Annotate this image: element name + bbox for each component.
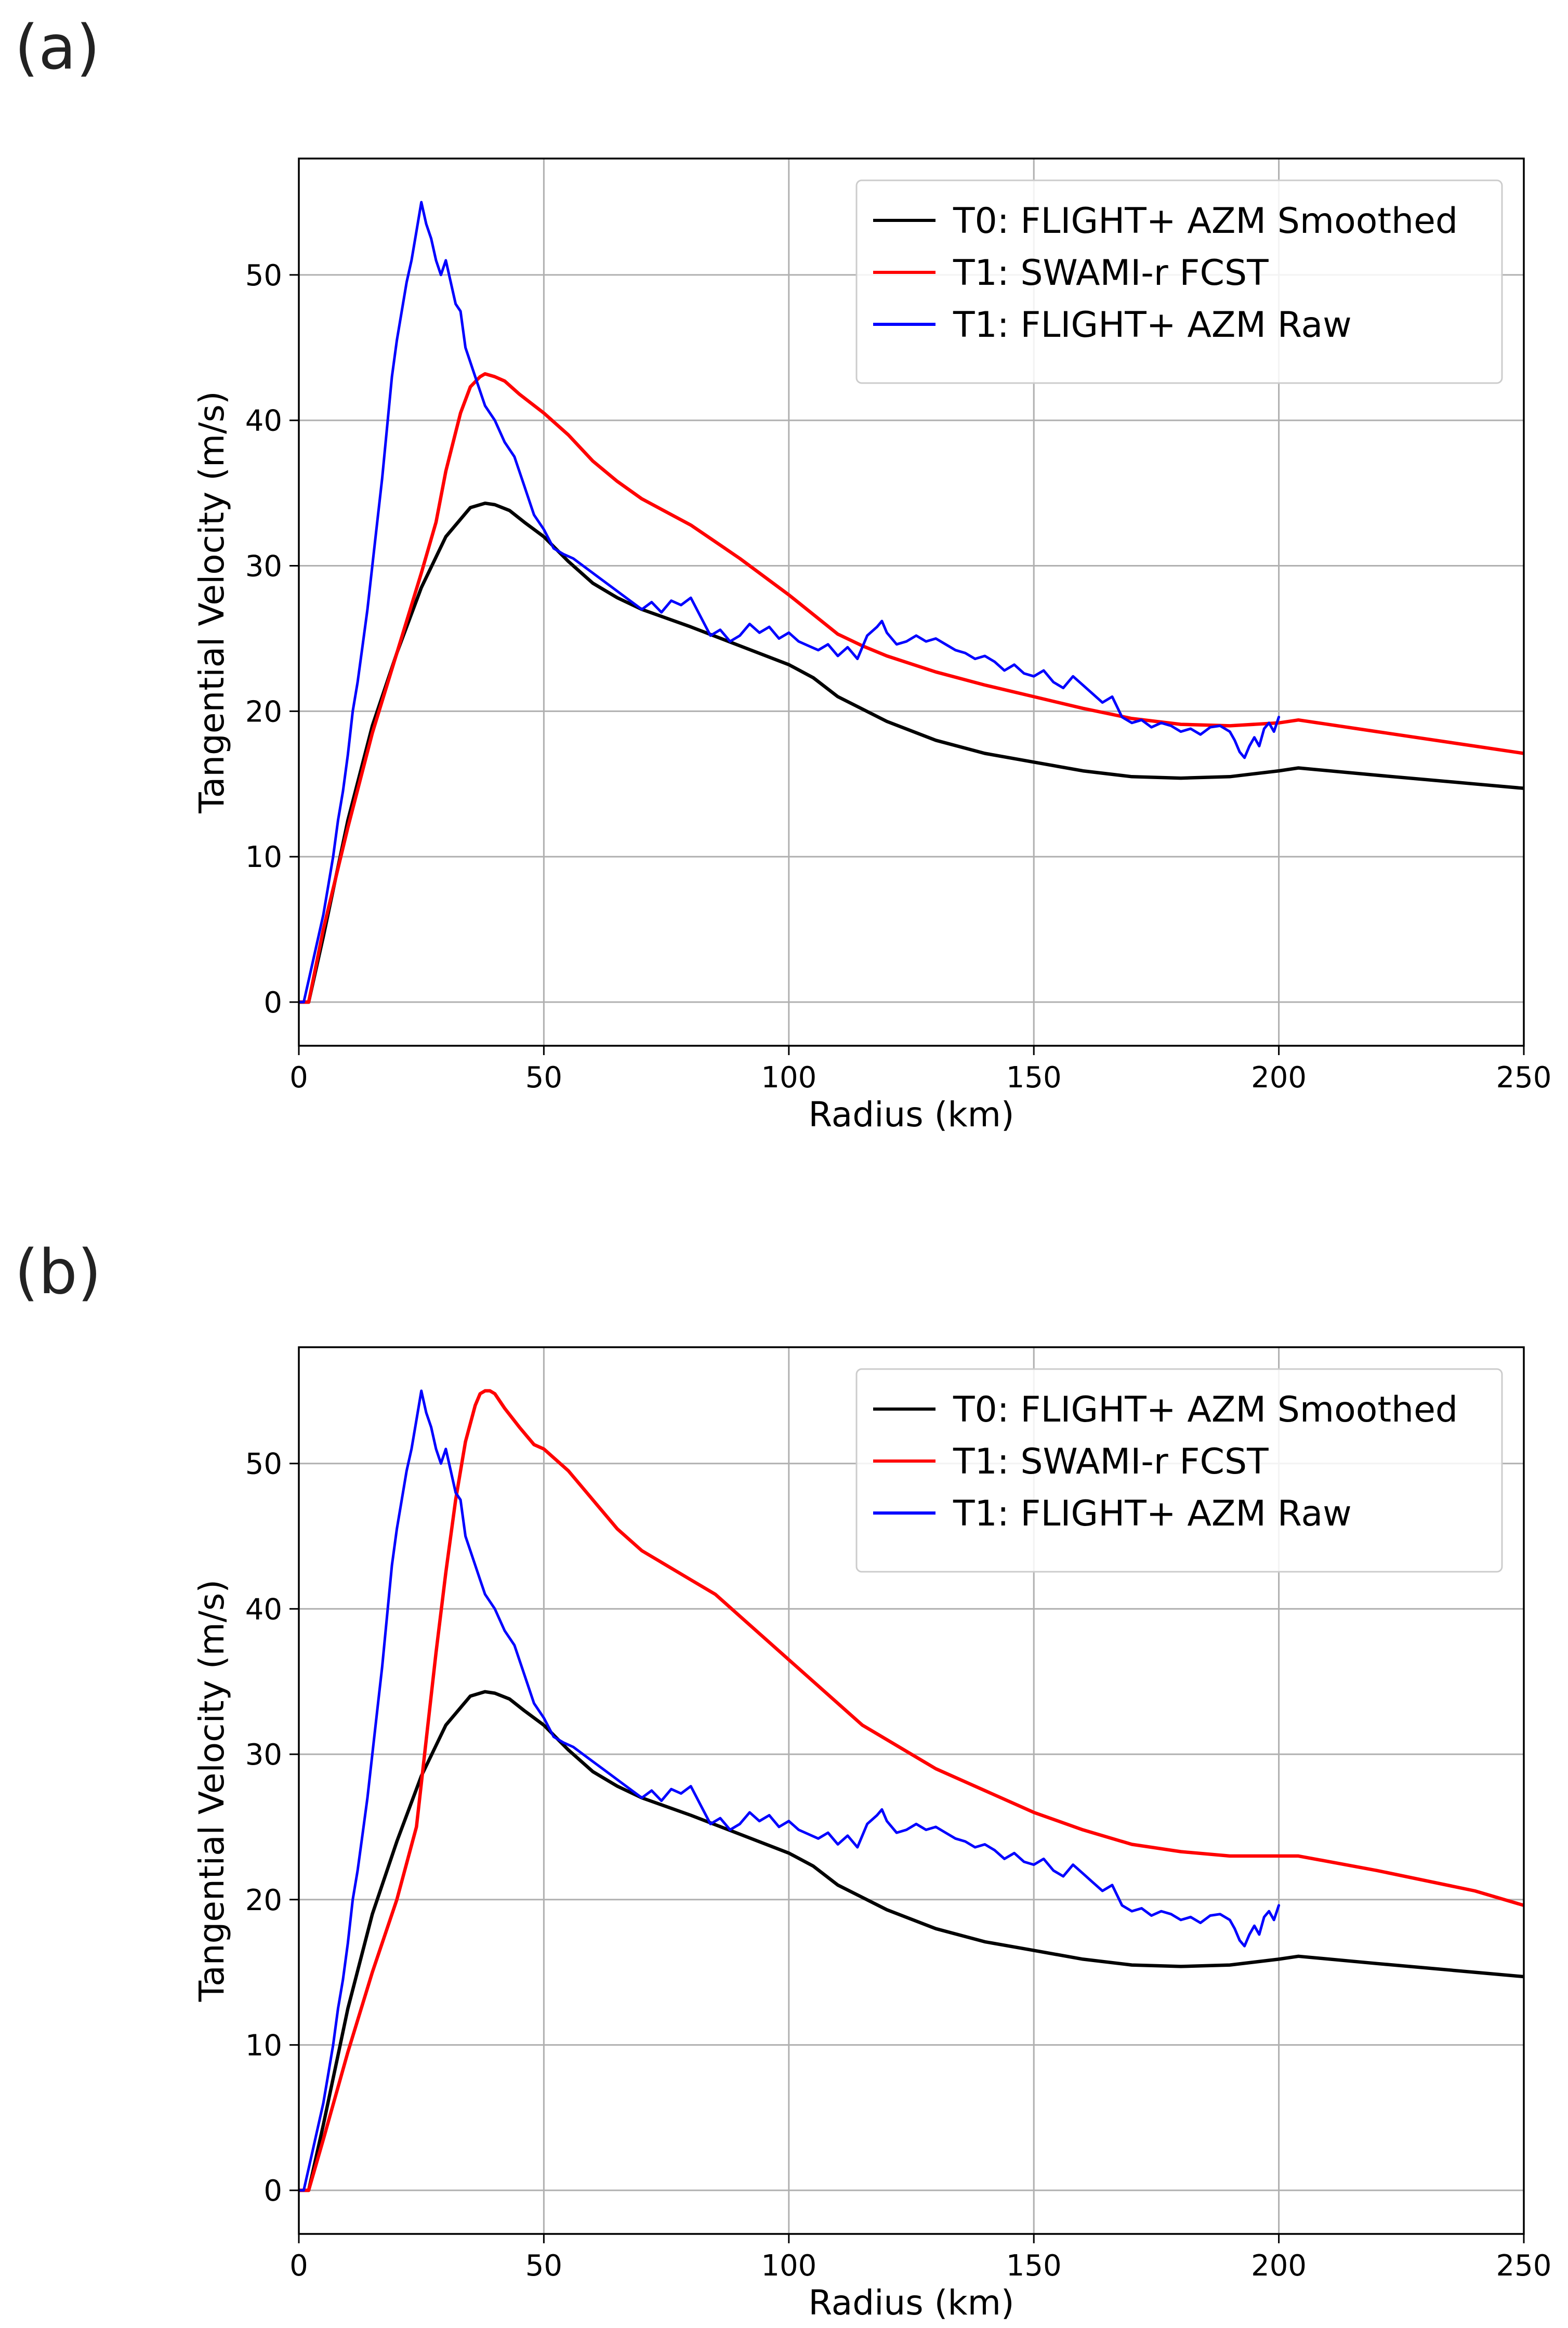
- chart-b-x-tick-label: 150: [1006, 2249, 1062, 2283]
- chart-b-y-tick-label: 0: [263, 2174, 282, 2208]
- chart-a-legend-label-raw: T1: FLIGHT+ AZM Raw: [953, 305, 1352, 346]
- chart-a-legend-box: [855, 179, 1503, 384]
- chart-b-x-axis-title: Radius (km): [808, 2283, 1014, 2323]
- chart-a-y-tick-label: 30: [245, 550, 282, 584]
- chart-a-y-tick-label: 20: [245, 695, 282, 729]
- chart-b-x-tick-label: 50: [525, 2249, 562, 2283]
- chart-a-y-tick-label: 10: [245, 840, 282, 874]
- chart-a-series-swami-fcst-line: [299, 372, 1524, 1004]
- chart-b-y-tick-label: 40: [245, 1593, 282, 1626]
- chart-a-x-tick-label: 200: [1251, 1061, 1307, 1095]
- chart-a-legend-label-swami-fcst: T1: SWAMI-r FCST: [953, 253, 1269, 294]
- chart-b-legend: T0: FLIGHT+ AZM Smoothed T1: SWAMI-r FCST…: [855, 1368, 1503, 1573]
- chart-a-legend: T0: FLIGHT+ AZM Smoothed T1: SWAMI-r FCST…: [855, 179, 1503, 384]
- chart-a-y-tick-label: 0: [263, 986, 282, 1020]
- chart-b-x-tick-label: 250: [1496, 2249, 1552, 2283]
- chart-a-y-tick-label: 40: [245, 404, 282, 438]
- chart-a-x-tick-label: 250: [1496, 1061, 1552, 1095]
- panel-a: (a) 0 50 100 150 200 250 0 10 20 30 40 50 Radius (km…: [15, 11, 1551, 1135]
- chart-a-y-axis-title: Tangential Velocity (m/s): [192, 391, 232, 813]
- chart-b-y-tick-label: 20: [245, 1884, 282, 1917]
- chart-b-series-raw-line: [299, 1389, 1281, 2192]
- chart-b-legend-label-swami-fcst: T1: SWAMI-r FCST: [953, 1441, 1269, 1482]
- chart-a-x-tick-label: 150: [1006, 1061, 1062, 1095]
- chart-b-legend-label-smoothed: T0: FLIGHT+ AZM Smoothed: [953, 1389, 1458, 1430]
- chart-b-x-tick-label: 200: [1251, 2249, 1307, 2283]
- chart-a-plot-frame: [298, 157, 1525, 1047]
- chart-b-y-tick-label: 30: [245, 1738, 282, 1772]
- chart-b-x-tick-label: 0: [289, 2249, 308, 2283]
- chart-a-x-tick-label: 50: [525, 1061, 562, 1095]
- chart-b-y-tick-label: 50: [245, 1448, 282, 1481]
- chart-b-y-axis-title: Tangential Velocity (m/s): [192, 1580, 232, 2002]
- panel-a-label: (a): [15, 11, 100, 83]
- chart-b-legend-label-raw: T1: FLIGHT+ AZM Raw: [953, 1493, 1352, 1534]
- chart-b-legend-box: [855, 1368, 1503, 1573]
- panel-b-label: (b): [15, 1236, 101, 1308]
- chart-a-series-smoothed-line: [299, 501, 1524, 1004]
- chart-a-x-tick-label: 100: [761, 1061, 816, 1095]
- chart-b-plot-frame: [298, 1346, 1525, 2235]
- chart-b-y-tick-label: 10: [245, 2029, 282, 2062]
- chart-b-series-smoothed-line: [299, 1690, 1524, 2192]
- chart-b-x-tick-label: 100: [761, 2249, 816, 2283]
- chart-b-series-swami-fcst-line: [299, 1389, 1524, 2192]
- chart-a-legend-label-smoothed: T0: FLIGHT+ AZM Smoothed: [953, 201, 1458, 242]
- chart-a-y-tick-label: 50: [245, 259, 282, 293]
- chart-a-x-tick-label: 0: [289, 1061, 308, 1095]
- chart-a-series-raw-line: [299, 201, 1281, 1004]
- panel-b: (b) 0 50 100 150 200 250 0 10 20 30 40 50 Radius (km…: [15, 1236, 1551, 2323]
- chart-a-x-axis-title: Radius (km): [808, 1095, 1014, 1135]
